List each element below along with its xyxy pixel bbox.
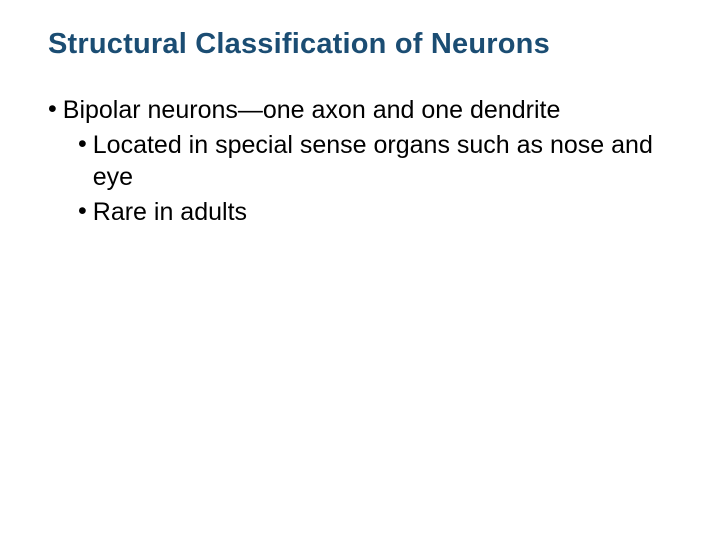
bullet-level2-group: • Located in special sense organs such a… [48,130,680,228]
bullet-level1: • Bipolar neurons—one axon and one dendr… [48,95,680,126]
slide: Structural Classification of Neurons • B… [0,0,720,540]
bullet-level2-text: Rare in adults [93,197,247,228]
bullet-level1-text: Bipolar neurons—one axon and one dendrit… [63,95,561,126]
bullet-level2: • Rare in adults [78,197,680,228]
bullet-level2: • Located in special sense organs such a… [78,130,680,193]
bullet-icon: • [78,130,87,159]
bullet-icon: • [48,95,57,124]
slide-title: Structural Classification of Neurons [48,28,680,61]
bullet-level2-text: Located in special sense organs such as … [93,130,680,193]
slide-body: • Bipolar neurons—one axon and one dendr… [48,95,680,228]
bullet-icon: • [78,197,87,226]
